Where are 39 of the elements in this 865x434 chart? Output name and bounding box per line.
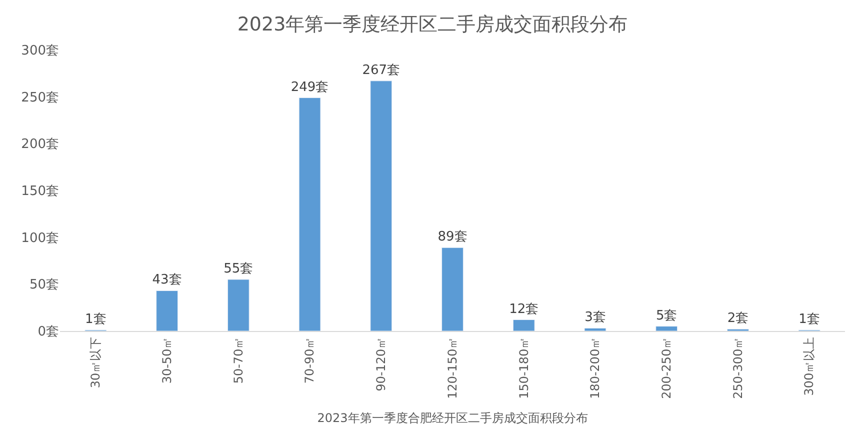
data-label: 43套 bbox=[152, 272, 182, 288]
x-tick-label: 120-150㎡ bbox=[445, 336, 460, 399]
x-tick-label: 150-180㎡ bbox=[516, 336, 531, 399]
bar bbox=[584, 328, 606, 331]
y-tick-label: 50套 bbox=[29, 278, 59, 293]
x-tick-label: 300㎡以上 bbox=[802, 336, 816, 396]
y-tick-label: 0套 bbox=[38, 324, 59, 340]
data-label: 1套 bbox=[798, 312, 820, 328]
bar bbox=[227, 279, 250, 331]
data-label: 89套 bbox=[438, 230, 468, 245]
data-label: 55套 bbox=[224, 261, 254, 276]
x-tick-label: 90-120㎡ bbox=[374, 336, 388, 392]
bar bbox=[656, 326, 678, 331]
y-tick-label: 100套 bbox=[21, 230, 59, 246]
x-tick-label: 250-300㎡ bbox=[730, 336, 745, 399]
data-label: 3套 bbox=[584, 310, 606, 326]
y-tick-label: 200套 bbox=[21, 137, 59, 152]
data-label: 2套 bbox=[727, 311, 749, 326]
bar bbox=[512, 320, 535, 331]
bar bbox=[298, 98, 321, 331]
x-tick-label: 70-90㎡ bbox=[302, 336, 317, 384]
y-tick-label: 300套 bbox=[21, 44, 59, 59]
data-label: 1套 bbox=[85, 312, 106, 328]
x-tick-label: 30㎡以下 bbox=[88, 336, 103, 388]
bar bbox=[370, 80, 392, 331]
x-tick-label: 50-70㎡ bbox=[231, 336, 246, 384]
y-tick-label: 150套 bbox=[21, 184, 59, 200]
data-label: 12套 bbox=[509, 302, 539, 317]
y-tick-label: 250套 bbox=[21, 90, 59, 106]
chart-title: 2023年第一季度经开区二手房成交面积段分布 bbox=[237, 14, 628, 36]
data-label: 5套 bbox=[656, 308, 678, 324]
data-label: 249套 bbox=[290, 80, 329, 95]
x-tick-label: 30-50㎡ bbox=[160, 336, 174, 384]
bar bbox=[156, 290, 178, 331]
data-label: 267套 bbox=[362, 62, 400, 78]
x-axis-title: 2023年第一季度合肥经开区二手房成交面积段分布 bbox=[317, 410, 588, 425]
x-tick-label: 200-250㎡ bbox=[659, 336, 674, 399]
x-tick-label: 180-200㎡ bbox=[588, 336, 602, 399]
bar bbox=[442, 247, 464, 331]
